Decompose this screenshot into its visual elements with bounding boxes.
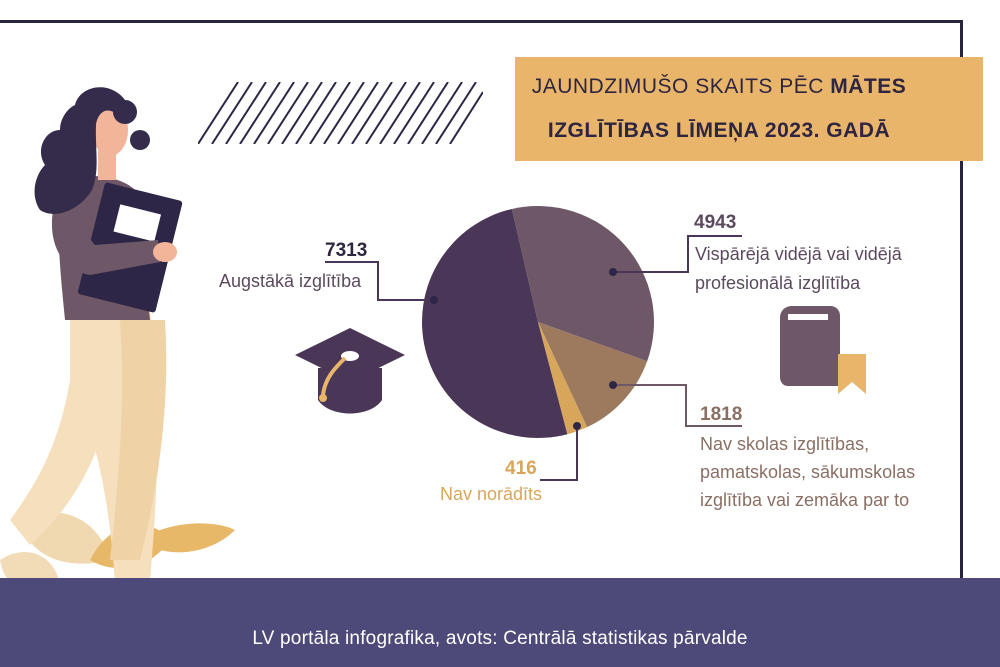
title-part1-bold: MĀTES [830,75,907,98]
value-nav-noradits: 416 [505,458,537,479]
label-augstaka: Augstākā izglītība [219,271,362,291]
value-vispareja: 4943 [694,212,737,233]
label-nav-skolas-1: Nav skolas izglītības, [700,434,870,454]
label-nav-noradits: Nav norādīts [440,484,543,504]
slice-vispareja [511,206,654,362]
title-line-2: IZGLĪTĪBAS LĪMEŅA 2023. GADĀ [547,119,891,142]
label-nav-skolas-3: izglītība vai zemāka par to [700,490,910,510]
value-nav-skolas: 1818 [700,404,743,425]
value-augstaka: 7313 [325,240,368,261]
title-part1: JAUNDZIMUŠO SKAITS PĒC [531,75,831,98]
connector-augstaka [325,261,434,301]
connector-nav-noradits [540,426,578,481]
connector-vispareja [613,235,742,273]
title-box: JAUNDZIMUŠO SKAITS PĒC MĀTES IZGLĪTĪBAS … [515,57,983,161]
title-line-1: JAUNDZIMUŠO SKAITS PĒC MĀTES [485,75,953,99]
label-vispareja-2: profesionālā izglītība [695,273,861,293]
connector-nav-skolas [613,384,742,427]
footer-source: LV portāla infografika, avots: Centrālā … [252,628,748,649]
slice-nav-noradits [538,322,588,435]
label-nav-skolas-2: pamatskolas, sākumskolas [700,462,916,482]
book-bookmark-icon [780,306,866,394]
hatch-decoration [198,82,483,144]
slice-augstaka [422,208,568,438]
footer-bar [0,578,1000,667]
slice-nav-skolas [538,322,648,428]
graduation-cap-icon [295,328,405,414]
label-vispareja-1: Vispārējā vidējā vai vidējā [695,244,902,264]
